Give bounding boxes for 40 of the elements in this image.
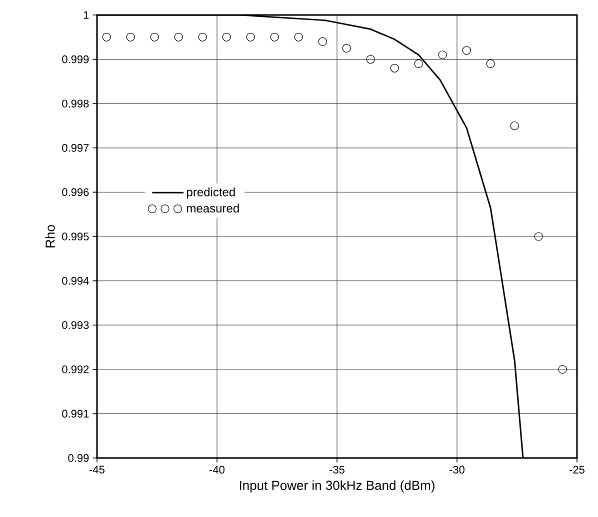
y-tick-label: 1 [84, 11, 89, 19]
point [246, 32, 255, 42]
x-tick-label: -30 [450, 466, 465, 474]
point [486, 59, 495, 68]
y-tick-label: 0.999 [62, 55, 89, 64]
x-tick-label: -25 [570, 466, 584, 474]
point [438, 50, 447, 60]
y-tick-label: 0.996 [62, 188, 89, 196]
y-axis-title: Rho [45, 225, 55, 248]
x-tick-label: -45 [90, 466, 104, 474]
point [102, 32, 111, 42]
point [414, 59, 423, 68]
y-tick-label: 0.998 [62, 100, 89, 108]
point [462, 46, 471, 55]
x-axis-title: Input Power in 30kHz Band (dBm) [240, 480, 434, 493]
y-tick-label: 0.997 [62, 144, 89, 152]
point [174, 32, 183, 42]
x-tick-label: -35 [330, 466, 344, 474]
point [510, 121, 519, 130]
y-tick-label: 0.994 [62, 276, 89, 285]
point [318, 37, 327, 46]
point [342, 44, 351, 53]
y-tick-label: 0.992 [62, 366, 89, 374]
point [534, 232, 543, 241]
point [270, 32, 279, 42]
point [222, 32, 231, 42]
point [294, 32, 303, 42]
legend-label: predicted [187, 188, 235, 199]
y-tick-label: 0.993 [62, 321, 89, 329]
legend-label: measured [187, 204, 239, 213]
point [558, 365, 567, 374]
y-tick-label: 0.991 [62, 410, 89, 418]
point [366, 54, 375, 64]
point [150, 32, 159, 42]
y-tick-label: 0.99 [68, 454, 89, 462]
x-tick-label: -40 [210, 466, 225, 474]
point [390, 64, 399, 72]
point [198, 32, 207, 42]
point [126, 32, 135, 42]
y-tick-label: 0.995 [62, 232, 89, 240]
